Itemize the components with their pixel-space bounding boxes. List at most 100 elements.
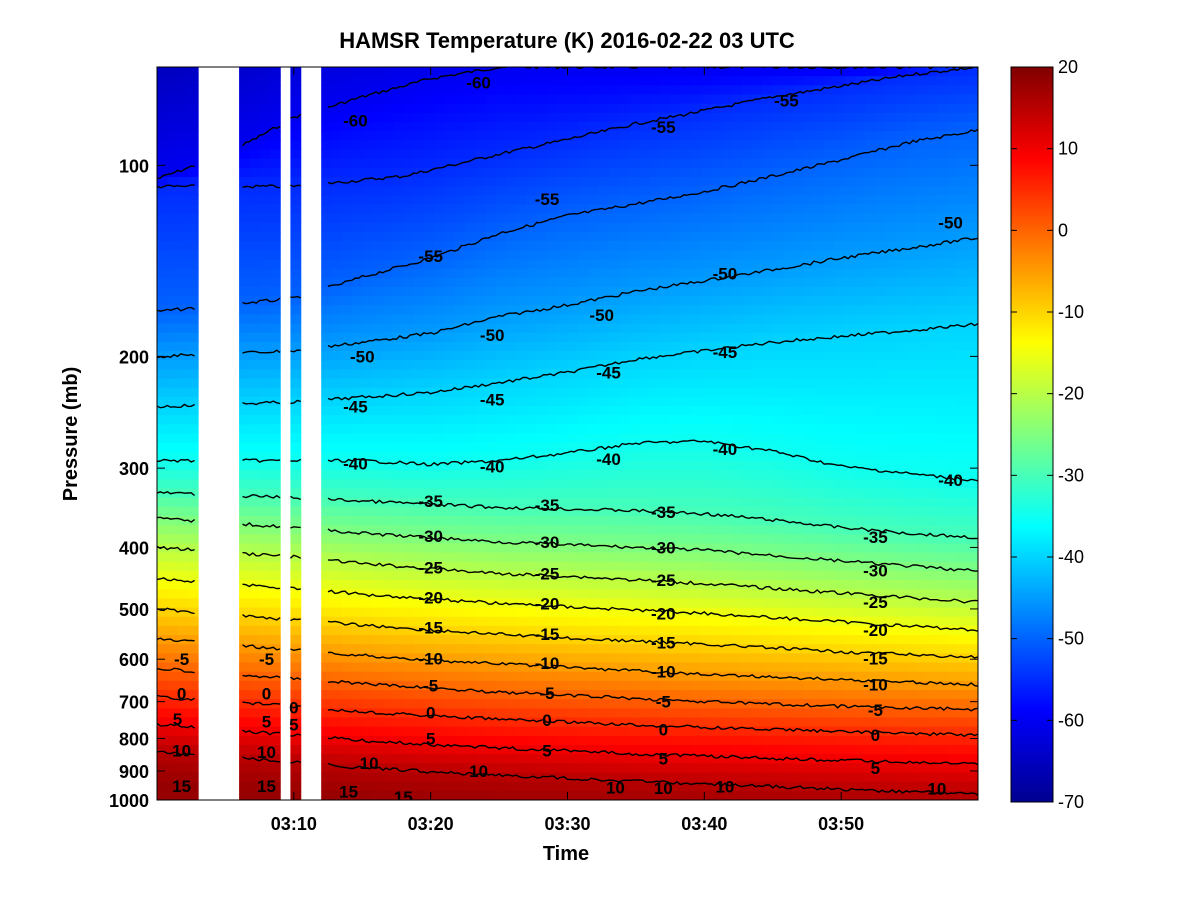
heatmap-cell	[413, 561, 425, 572]
heatmap-cell	[444, 250, 456, 261]
heatmap-cell	[505, 167, 517, 178]
heatmap-cell	[444, 140, 456, 151]
heatmap-cell	[167, 644, 179, 654]
heatmap-cell	[505, 616, 517, 627]
heatmap-cell	[598, 396, 610, 407]
heatmap-cell	[341, 277, 353, 288]
heatmap-cell	[721, 525, 733, 535]
heatmap-cell	[290, 286, 302, 297]
heatmap-cell	[464, 140, 476, 151]
heatmap-cell	[516, 103, 528, 114]
heatmap-cell	[434, 754, 445, 764]
heatmap-cell	[813, 442, 825, 453]
heatmap-cell	[865, 296, 876, 306]
heatmap-cell	[700, 781, 712, 792]
heatmap-cell	[331, 406, 343, 416]
heatmap-cell	[659, 781, 671, 792]
heatmap-cell	[321, 85, 333, 96]
heatmap-cell	[639, 515, 651, 526]
heatmap-cell	[290, 671, 302, 682]
heatmap-cell	[475, 580, 486, 590]
heatmap-cell	[434, 103, 445, 114]
heatmap-cell	[567, 268, 579, 279]
heatmap-cell	[700, 616, 712, 627]
heatmap-cell	[854, 488, 866, 499]
heatmap-cell	[813, 67, 825, 77]
heatmap-cell	[618, 561, 630, 572]
heatmap-cell	[444, 351, 456, 361]
heatmap-cell	[341, 534, 353, 545]
heatmap-cell	[618, 616, 630, 627]
heatmap-cell	[670, 772, 681, 783]
heatmap-cell	[351, 515, 363, 526]
heatmap-cell	[772, 323, 784, 334]
heatmap-cell	[454, 644, 466, 654]
heatmap-cell	[526, 351, 538, 361]
heatmap-cell	[649, 94, 661, 105]
heatmap-cell	[567, 241, 579, 251]
heatmap-cell	[475, 76, 486, 86]
heatmap-cell	[495, 131, 507, 141]
heatmap-cell	[516, 250, 528, 261]
heatmap-cell	[803, 781, 815, 792]
heatmap-cell	[844, 708, 856, 719]
heatmap-cell	[854, 690, 866, 700]
heatmap-cell	[608, 497, 620, 508]
heatmap-cell	[362, 735, 374, 746]
heatmap-cell	[824, 94, 835, 105]
heatmap-cell	[485, 332, 497, 343]
heatmap-cell	[269, 506, 281, 517]
heatmap-cell	[249, 296, 261, 306]
heatmap-cell	[649, 378, 661, 389]
heatmap-cell	[475, 470, 486, 480]
heatmap-cell	[639, 479, 651, 490]
heatmap-cell	[259, 479, 271, 490]
heatmap-cell	[731, 479, 743, 490]
heatmap-cell	[485, 635, 497, 645]
heatmap-cell	[783, 103, 794, 114]
heatmap-cell	[680, 222, 692, 233]
heatmap-cell	[793, 708, 805, 719]
heatmap-cell	[526, 406, 538, 416]
heatmap-cell	[464, 213, 476, 224]
heatmap-cell	[731, 241, 743, 251]
heatmap-cell	[239, 680, 250, 691]
heatmap-cell	[865, 259, 876, 270]
heatmap-cell	[167, 341, 179, 352]
heatmap-cell	[187, 433, 199, 444]
heatmap-cell	[526, 607, 538, 618]
heatmap-cell	[167, 598, 179, 609]
heatmap-cell	[557, 580, 569, 590]
heatmap-cell	[495, 433, 507, 444]
heatmap-cell	[567, 406, 579, 416]
heatmap-cell	[731, 406, 743, 416]
heatmap-cell	[423, 525, 435, 535]
heatmap-cell	[618, 680, 630, 691]
heatmap-cell	[454, 552, 466, 563]
heatmap-cell	[290, 231, 302, 242]
heatmap-cell	[731, 625, 743, 636]
heatmap-cell	[690, 149, 702, 160]
heatmap-cell	[362, 699, 374, 709]
heatmap-cell	[865, 140, 876, 151]
heatmap-cell	[588, 671, 599, 682]
heatmap-cell	[290, 515, 302, 526]
heatmap-cell	[290, 149, 302, 160]
heatmap-cell	[495, 351, 507, 361]
heatmap-cell	[269, 140, 281, 151]
heatmap-cell	[844, 690, 856, 700]
heatmap-cell	[536, 726, 548, 737]
heatmap-cell	[690, 204, 702, 215]
heatmap-cell	[434, 360, 445, 370]
heatmap-cell	[598, 305, 610, 315]
heatmap-cell	[598, 406, 610, 416]
heatmap-cell	[721, 772, 733, 783]
heatmap-cell	[464, 580, 476, 590]
heatmap-cell	[331, 231, 343, 242]
heatmap-cell	[495, 204, 507, 215]
heatmap-cell	[177, 690, 189, 700]
heatmap-cell	[444, 268, 456, 279]
heatmap-cell	[772, 479, 784, 490]
heatmap-cell	[567, 112, 579, 123]
heatmap-cell	[598, 781, 610, 792]
